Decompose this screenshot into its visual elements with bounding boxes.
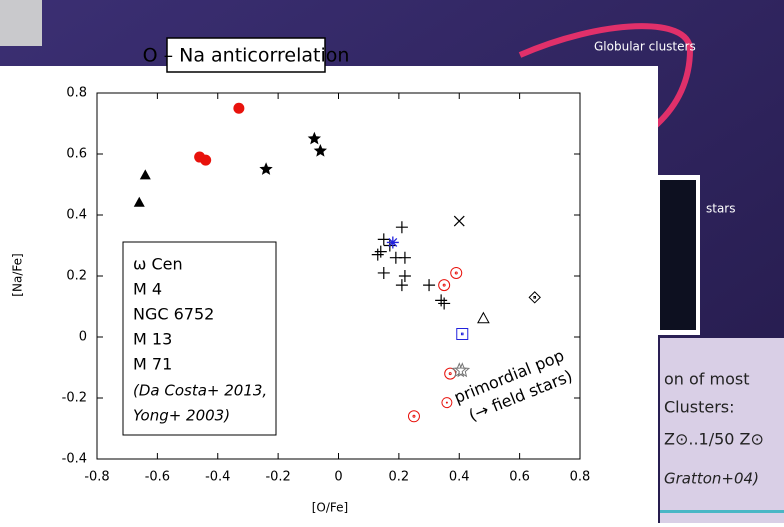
data-point [453,215,465,227]
y-tick-label: 0.4 [66,208,87,223]
slide-label: Z⊙..1/50 Z⊙ [664,430,764,449]
y-tick-label: -0.2 [62,391,87,406]
x-tick-label: -0.6 [145,470,170,485]
legend-text: ω Cen [133,255,183,274]
x-tick-label: 0.4 [449,470,470,485]
legend-text: M 71 [133,355,172,374]
y-tick-label: 0.8 [66,86,87,101]
y-tick-label: 0 [79,330,87,345]
annotation-symbol [441,397,453,409]
slide-label: on of most [664,370,750,389]
corner [0,0,42,46]
data-point [377,233,390,246]
x-tick-label: -0.2 [265,470,290,485]
y-tick-label: -0.4 [62,452,87,467]
data-point [386,236,399,249]
data-point [438,279,451,292]
data-point [139,169,151,180]
data-point [371,248,384,261]
legend-text: Yong+ 2003) [133,407,230,425]
data-point [307,131,321,145]
data-point [313,144,327,157]
data-point [200,154,212,166]
data-point [407,410,420,423]
data-point [374,245,387,258]
title-box [166,37,326,73]
info-rule [660,510,784,513]
x-tick-label: 0.8 [570,470,591,485]
legend-box [122,241,277,436]
data-point [398,270,411,282]
y-tick-label: 0.6 [66,147,87,162]
data-point [423,279,436,292]
x-tick-label: 0.2 [389,470,410,485]
y-tick-label: 0.2 [66,269,87,284]
data-point [398,251,411,264]
slide-label: Clusters: [664,398,735,417]
legend-text: NGC 6752 [133,305,214,324]
data-point [233,102,245,114]
data-point [456,327,469,340]
chart-title: O – Na anticorrelation [143,45,350,67]
slide-label: Gratton+04) [664,470,759,488]
x-tick-label: 0.6 [509,470,530,485]
data-point [395,221,408,234]
photo [660,180,696,330]
x-tick-label: 0 [334,470,342,485]
data-point [259,162,273,175]
data-point [528,291,541,304]
data-point [435,294,448,307]
chart-panel [0,66,658,523]
y-axis-label: [Na/Fe] [11,253,25,296]
legend-text: (Da Costa+ 2013, [133,382,267,400]
data-point [377,266,390,279]
data-point [477,311,490,324]
data-point [395,279,408,292]
slide-label: Globular clusters [594,40,696,54]
data-point [450,267,463,279]
legend-text: M 4 [133,280,162,299]
annotation-symbol [445,401,448,404]
slide-label: stars [706,202,736,216]
data-point [438,297,451,310]
x-axis-label: [O/Fe] [312,501,348,515]
data-point [454,362,471,378]
x-tick-label: -0.8 [84,470,109,485]
data-point [133,196,145,207]
info-box [660,338,784,523]
x-tick-label: -0.4 [205,470,230,485]
legend-text: M 13 [133,330,172,349]
